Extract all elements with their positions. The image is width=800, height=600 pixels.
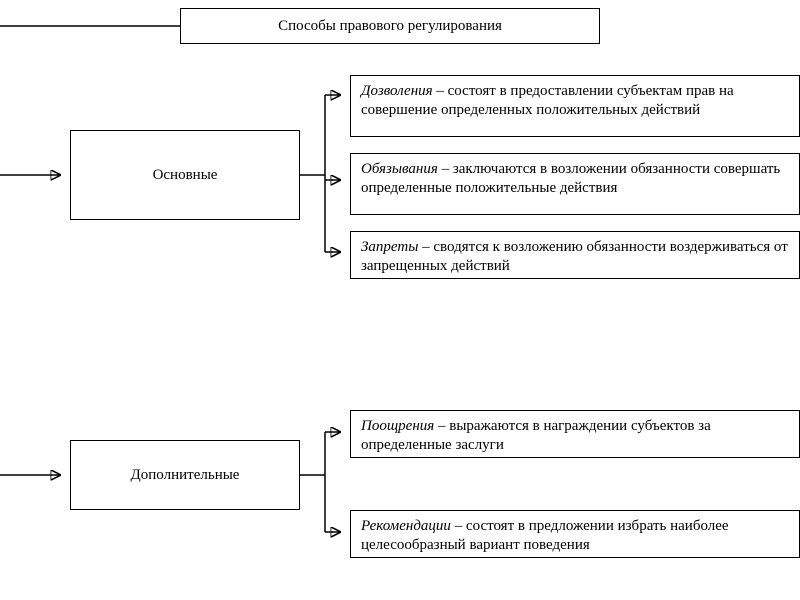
diagram-title-text: Способы правового регулирования bbox=[278, 17, 502, 36]
item-zaprety: Запреты – сводятся к возложению обязанно… bbox=[350, 231, 800, 279]
item-term: Рекомендации bbox=[361, 518, 451, 534]
item-term: Запреты bbox=[361, 239, 418, 255]
item-desc: – сводятся к возложению обязанности возд… bbox=[361, 239, 788, 274]
category-additional-box: Дополнительные bbox=[70, 440, 300, 510]
category-additional-label: Дополнительные bbox=[131, 466, 240, 485]
item-pooshreniya: Поощрения – выражаются в награждении суб… bbox=[350, 410, 800, 458]
item-term: Поощрения bbox=[361, 418, 434, 434]
item-rekomendacii: Рекомендации – состоят в предложении изб… bbox=[350, 510, 800, 558]
category-main-label: Основные bbox=[153, 166, 218, 185]
item-term: Дозволения bbox=[361, 83, 433, 99]
item-term: Обязывания bbox=[361, 161, 438, 177]
diagram-title-box: Способы правового регулирования bbox=[180, 8, 600, 44]
item-dozvoleniya: Дозволения – состоят в предоставлении су… bbox=[350, 75, 800, 137]
category-main-box: Основные bbox=[70, 130, 300, 220]
item-obyazyvaniya: Обязывания – заключаются в возложении об… bbox=[350, 153, 800, 215]
